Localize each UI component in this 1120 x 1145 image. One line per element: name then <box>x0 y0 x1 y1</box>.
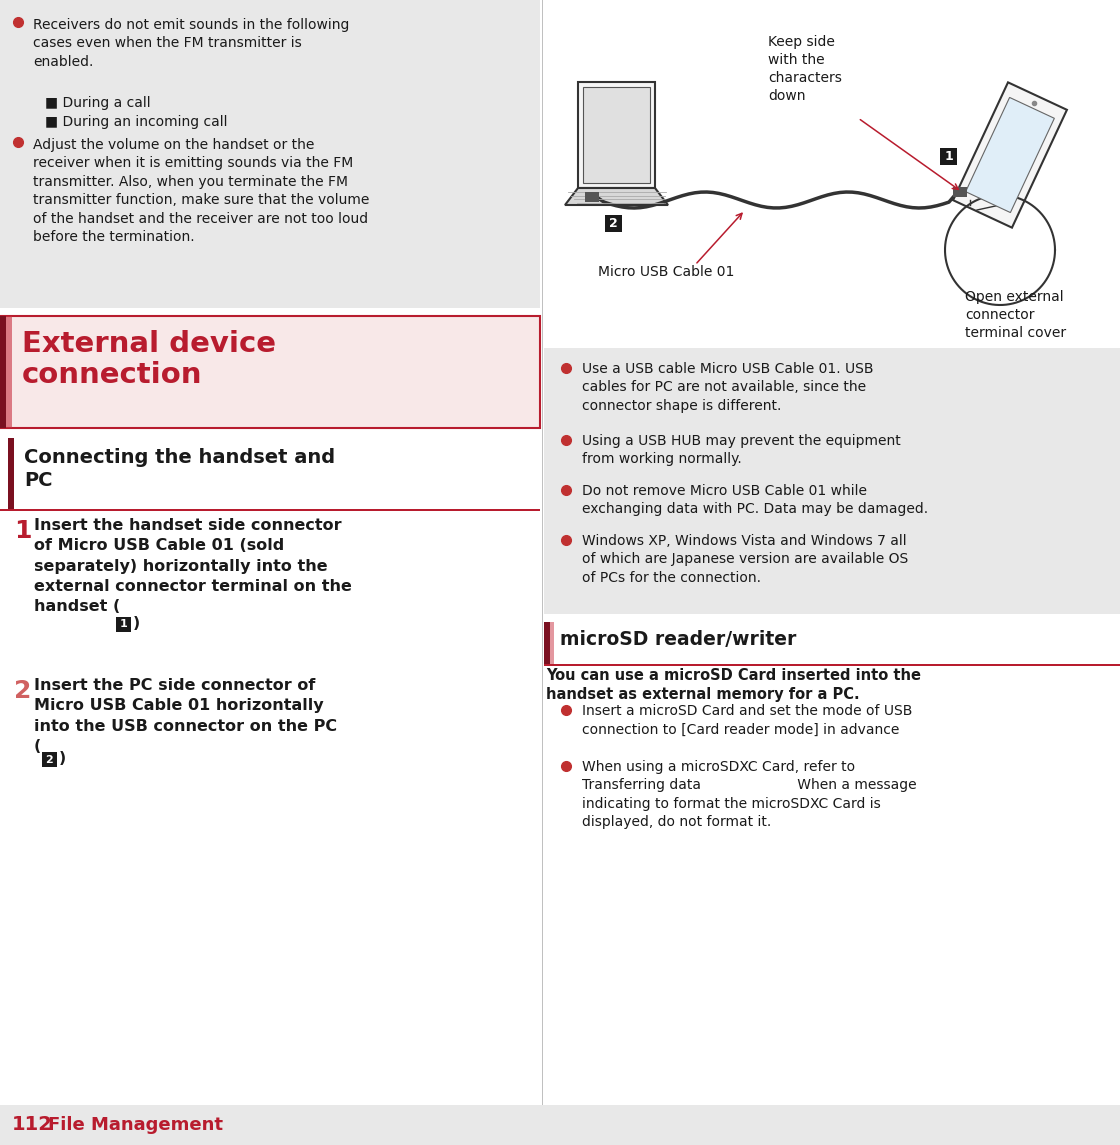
Bar <box>550 622 554 664</box>
Text: Insert the PC side connector of
Micro USB Cable 01 horizontally
into the USB con: Insert the PC side connector of Micro US… <box>34 678 337 753</box>
Text: microSD reader/writer: microSD reader/writer <box>560 630 796 649</box>
Bar <box>0 1105 1120 1145</box>
Text: 2: 2 <box>13 679 31 703</box>
Bar <box>8 439 13 510</box>
Polygon shape <box>578 82 655 188</box>
Bar <box>116 617 131 632</box>
Bar <box>544 348 1120 614</box>
Text: 1: 1 <box>13 519 31 543</box>
Text: Connecting the handset and
PC: Connecting the handset and PC <box>24 448 335 490</box>
Text: ): ) <box>133 616 140 631</box>
Text: Use a USB cable Micro USB Cable 01. USB
cables for PC are not available, since t: Use a USB cable Micro USB Cable 01. USB … <box>582 362 874 413</box>
Bar <box>0 316 540 428</box>
Text: 2: 2 <box>609 218 618 230</box>
Text: Receivers do not emit sounds in the following
cases even when the FM transmitter: Receivers do not emit sounds in the foll… <box>32 18 349 69</box>
Text: ): ) <box>59 751 66 766</box>
Text: External device
connection: External device connection <box>22 330 276 389</box>
Text: Adjust the volume on the handset or the
receiver when it is emitting sounds via : Adjust the volume on the handset or the … <box>32 139 370 244</box>
Bar <box>0 0 540 308</box>
Text: ■ During a call: ■ During a call <box>45 96 150 110</box>
Text: Insert the handset side connector
of Micro USB Cable 01 (sold
separately) horizo: Insert the handset side connector of Mic… <box>34 518 352 614</box>
Bar <box>43 752 57 767</box>
Bar <box>544 664 1120 665</box>
Text: Insert a microSD Card and set the mode of USB
connection to [Card reader mode] i: Insert a microSD Card and set the mode o… <box>582 704 913 736</box>
Bar <box>544 622 550 664</box>
Bar <box>940 148 956 165</box>
Text: You can use a microSD Card inserted into the
handset as external memory for a PC: You can use a microSD Card inserted into… <box>547 668 921 702</box>
Bar <box>0 508 540 511</box>
Bar <box>6 316 12 428</box>
Text: Open external
connector
terminal cover: Open external connector terminal cover <box>965 290 1066 340</box>
Text: 1: 1 <box>120 619 128 630</box>
Polygon shape <box>584 87 650 183</box>
Bar <box>953 187 967 197</box>
Text: ■ During an incoming call: ■ During an incoming call <box>45 114 227 129</box>
Polygon shape <box>953 82 1067 228</box>
Text: When using a microSDXC Card, refer to
Transferring data                      Whe: When using a microSDXC Card, refer to Tr… <box>582 760 916 829</box>
Bar <box>0 316 6 428</box>
Text: Keep side
with the
characters
down: Keep side with the characters down <box>768 35 842 103</box>
Text: 112: 112 <box>12 1115 53 1135</box>
Text: 2: 2 <box>46 755 54 765</box>
Polygon shape <box>564 188 668 205</box>
Text: Windows XP, Windows Vista and Windows 7 all
of which are Japanese version are av: Windows XP, Windows Vista and Windows 7 … <box>582 534 908 585</box>
Text: Micro USB Cable 01: Micro USB Cable 01 <box>598 264 735 279</box>
Text: Do not remove Micro USB Cable 01 while
exchanging data with PC. Data may be dama: Do not remove Micro USB Cable 01 while e… <box>582 484 928 516</box>
Text: File Management: File Management <box>48 1116 223 1134</box>
Bar <box>585 192 599 202</box>
Bar <box>605 215 622 232</box>
Polygon shape <box>965 97 1054 213</box>
Text: Using a USB HUB may prevent the equipment
from working normally.: Using a USB HUB may prevent the equipmen… <box>582 434 900 466</box>
Text: 1: 1 <box>944 150 953 163</box>
